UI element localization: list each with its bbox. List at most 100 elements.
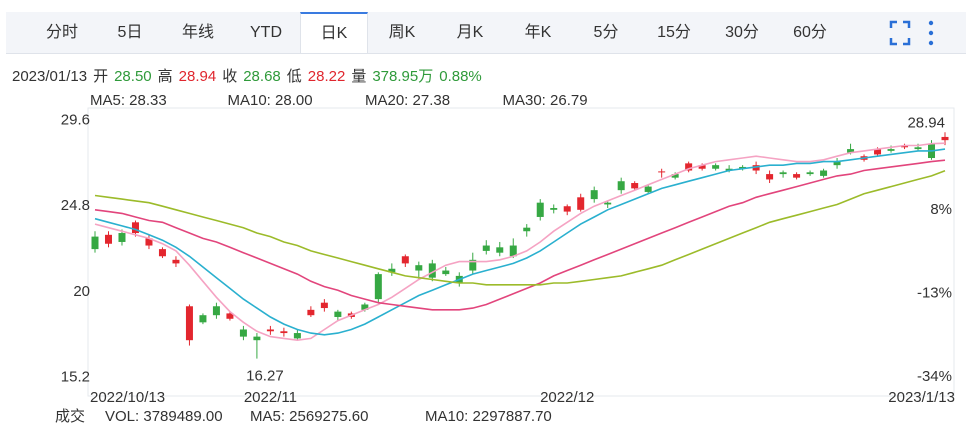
candle-body	[415, 265, 423, 271]
quote-label: 收	[222, 68, 237, 85]
quote-value: 0.88%	[439, 68, 482, 85]
candle-body	[158, 249, 166, 257]
candle-body	[253, 336, 261, 341]
quote-label: 量	[351, 68, 366, 85]
candle-body	[523, 227, 531, 232]
max-label: 28.94	[907, 114, 945, 131]
tab[interactable]: 60分	[793, 24, 827, 41]
candle-body	[847, 149, 855, 153]
candle-body	[131, 222, 139, 234]
candle-body	[820, 170, 828, 176]
candle-body	[388, 268, 396, 273]
candle-body	[712, 165, 720, 169]
menu-dot[interactable]	[928, 30, 934, 36]
candle-body	[631, 183, 639, 189]
tab[interactable]: 15分	[657, 24, 691, 41]
quote-label: 高	[158, 68, 173, 85]
toolbar-icons	[889, 20, 934, 46]
candle-body	[617, 181, 625, 191]
tab[interactable]: 周K	[388, 24, 416, 41]
tab[interactable]: 月K	[456, 24, 484, 41]
candle-body	[563, 206, 571, 212]
tab[interactable]: 5日	[117, 24, 143, 41]
candle-body	[739, 166, 747, 169]
min-label: 16.27	[246, 368, 284, 385]
ma-line	[94, 169, 946, 286]
volume-item: MA5: 2569275.60	[250, 408, 368, 425]
tab[interactable]: 年K	[524, 24, 552, 41]
candle-body	[104, 234, 112, 244]
y-tick-label: 15.2	[61, 369, 90, 386]
candle-body	[941, 136, 949, 141]
candle-body	[806, 172, 814, 175]
volume-label: 成交	[55, 407, 85, 425]
candle-body	[172, 259, 180, 264]
legend-entry: MA30: 26.79	[503, 92, 588, 109]
tab[interactable]: 年线	[181, 24, 214, 41]
tab[interactable]: YTD	[250, 24, 282, 41]
candle-body	[550, 208, 558, 210]
candle-body	[577, 197, 585, 210]
candle-body	[887, 149, 895, 151]
candle-body	[199, 315, 207, 323]
x-tick-label: 2022/11	[244, 389, 297, 406]
candle-body	[536, 202, 544, 217]
quote-value: 28.22	[308, 68, 346, 85]
candle-body	[185, 306, 193, 341]
ma-line	[94, 159, 946, 311]
candle-body	[793, 174, 801, 178]
candle-body	[482, 245, 490, 251]
candle-body	[725, 168, 733, 171]
volume-item: VOL: 3789489.00	[105, 408, 223, 425]
y2-tick-label: -34%	[917, 368, 952, 385]
y2-tick-label: -13%	[917, 284, 952, 301]
tab[interactable]: 30分	[725, 24, 759, 41]
candle-body	[833, 161, 841, 166]
candle-body	[914, 147, 922, 150]
candle-body	[698, 165, 706, 169]
candle-body	[590, 190, 598, 200]
tab[interactable]: 5分	[593, 24, 619, 41]
candle-body	[307, 309, 315, 316]
candle-body	[442, 270, 450, 275]
candle-body	[212, 306, 220, 316]
legend-entry: MA5: 28.33	[90, 92, 167, 109]
candle-body	[509, 245, 517, 257]
tab[interactable]: 日K	[300, 12, 368, 53]
menu-dot[interactable]	[928, 20, 934, 26]
quote-value: 28.50	[114, 68, 152, 85]
fullscreen-icon[interactable]	[889, 20, 911, 46]
quote-row: 2023/01/13 开 28.50 高 28.94 收 28.68 低 28.22 量 378.9…	[12, 68, 482, 85]
candle-body	[752, 165, 760, 171]
candle-body	[685, 163, 693, 171]
quote-value: 28.68	[243, 68, 281, 85]
candle-body	[320, 302, 328, 309]
legend-entry: MA10: 28.00	[228, 92, 313, 109]
candle-body	[901, 145, 909, 148]
ma-line	[94, 148, 946, 336]
candle-body	[658, 171, 666, 173]
candle-body	[293, 333, 301, 339]
tab-bar: 分时 5日 年线 YTD 日K 周K 月K 年K 5分 15分 30分 60分	[6, 12, 966, 54]
menu-dot[interactable]	[928, 40, 934, 46]
y-tick-label: 24.8	[61, 197, 90, 214]
x-tick-label: 2022/12	[540, 389, 594, 406]
candle-body	[644, 186, 652, 192]
candle-body	[428, 263, 436, 278]
volume-item: MA10: 2297887.70	[425, 408, 552, 425]
candle-body	[118, 233, 126, 242]
tab[interactable]: 分时	[45, 24, 78, 41]
y2-tick-label: 8%	[930, 201, 952, 218]
candle-body	[374, 274, 382, 300]
quote-value: 28.94	[179, 68, 217, 85]
candle-body	[266, 329, 274, 332]
quote-label: 低	[287, 68, 302, 85]
quote-value: 378.95万	[372, 68, 433, 85]
candle-body	[91, 236, 99, 250]
candle-body	[604, 202, 612, 205]
plot-frame	[87, 107, 955, 397]
candle-body	[280, 331, 288, 334]
quote-date: 2023/01/13	[12, 68, 87, 85]
